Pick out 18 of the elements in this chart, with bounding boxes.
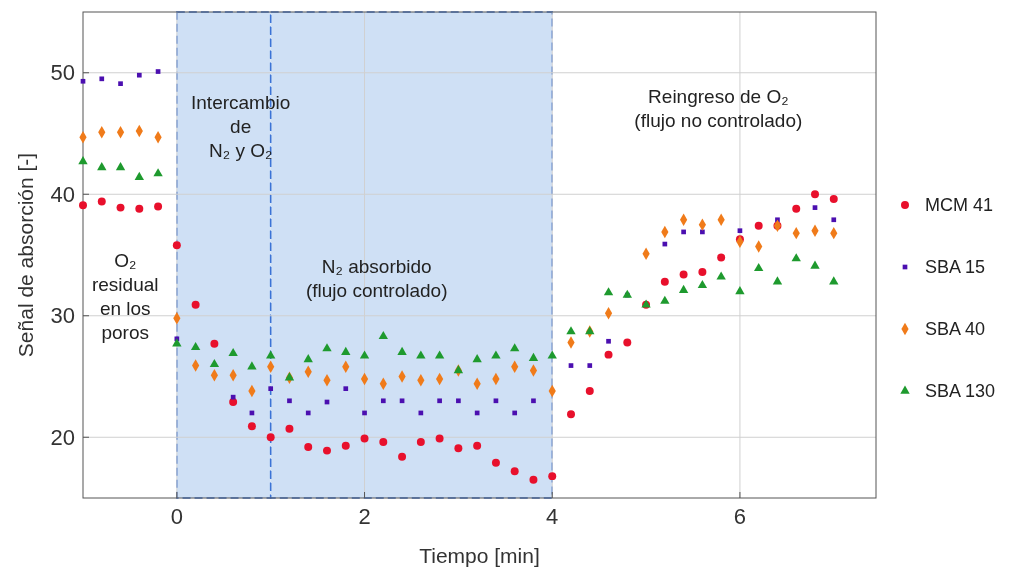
legend-label: SBA 130 xyxy=(925,381,996,402)
y-tick-label: 30 xyxy=(50,303,75,329)
annotation: N₂ absorbido (flujo controlado) xyxy=(305,256,448,302)
y-axis-title: Señal de absorción [-] xyxy=(14,152,37,358)
y-tick-label: 20 xyxy=(50,424,75,450)
annotation: O₂ residual en los poros xyxy=(91,250,159,344)
legend-label: SBA 15 xyxy=(925,257,986,278)
x-tick-label: 2 xyxy=(358,504,371,529)
annotation: Intercambio de N₂ y O₂ xyxy=(191,92,291,162)
x-axis-title: Tiempo [min] xyxy=(419,544,540,567)
x-tick-label: 0 xyxy=(170,504,183,529)
annotation: Reingreso de O₂ (flujo no controlado) xyxy=(634,86,803,132)
y-tick-label: 50 xyxy=(50,60,75,86)
x-tick-label: 4 xyxy=(546,504,559,529)
y-tick-label: 40 xyxy=(50,181,75,207)
legend-label: MCM 41 xyxy=(925,195,994,216)
legend-label: SBA 40 xyxy=(925,319,986,340)
x-tick-label: 6 xyxy=(733,504,747,529)
